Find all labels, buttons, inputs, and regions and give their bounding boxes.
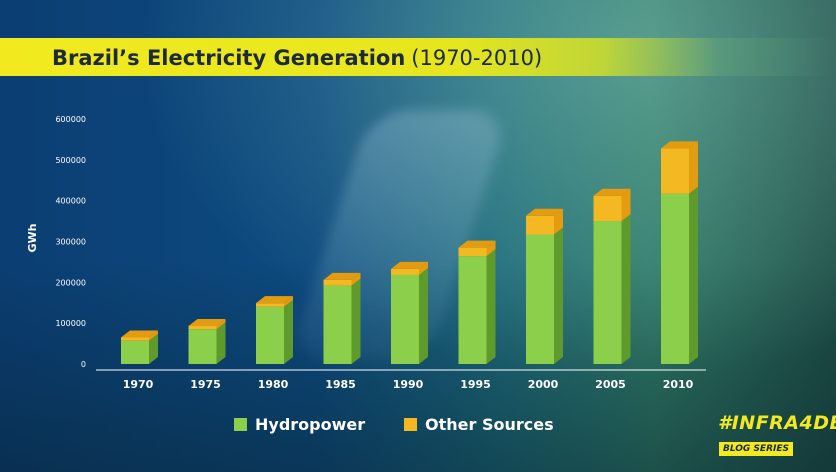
bar-hydropower: [391, 274, 419, 364]
bar-hydropower: [661, 193, 689, 364]
title-band: [0, 38, 836, 76]
bar-top-face: [323, 272, 361, 280]
legend-swatch-other-sources: [404, 418, 417, 431]
y-tick-label: 400000: [55, 197, 86, 206]
y-tick-label: 100000: [55, 319, 86, 328]
bar-other-sources-side: [216, 319, 226, 330]
x-tick-label: 1970: [123, 378, 154, 391]
bar-other-sources: [188, 326, 217, 330]
y-tick-label: 200000: [55, 278, 86, 287]
bar-other-sources-side: [554, 208, 563, 235]
bar-other-sources-side: [486, 240, 496, 257]
bar-top-face: [391, 261, 428, 269]
bar-other-sources-side: [351, 272, 361, 286]
legend-label-hydropower: Hydropower: [255, 415, 366, 434]
bar-hydropower: [121, 340, 149, 364]
bar-stack-1985: [323, 272, 361, 364]
bar-stack-1990: [391, 261, 428, 364]
bar-other-sources: [526, 215, 554, 235]
bar-hydropower-side: [149, 333, 158, 364]
y-tick-label: 0: [81, 360, 86, 369]
y-axis-ticks: 0 100000 200000 300000 400000 500000 600000: [55, 115, 86, 369]
bar-stack-1980: [256, 296, 293, 364]
y-tick-label: 600000: [55, 115, 86, 124]
legend-item-other-sources: Other Sources: [404, 415, 554, 434]
bar-stack-2000: [526, 208, 563, 364]
legend-label-other-sources: Other Sources: [425, 415, 554, 434]
bar-hydropower: [458, 256, 487, 364]
bar-hydropower-side: [621, 214, 631, 364]
x-tick-label: 1975: [190, 378, 221, 391]
bar-other-sources-side: [621, 188, 631, 222]
bar-other-sources-side: [419, 261, 428, 275]
bar-hydropower: [526, 234, 554, 364]
bar-stack-2005: [593, 188, 631, 364]
bar-other-sources: [661, 148, 689, 194]
legend-item-hydropower: Hydropower: [234, 415, 365, 434]
bar-hydropower-side: [554, 227, 563, 364]
x-tick-label: 1990: [393, 378, 424, 391]
x-tick-label: 2000: [528, 378, 559, 391]
x-tick-label: 1985: [325, 378, 356, 391]
x-axis-ticks: 1970 1975 1980 1985 1990 1995 2000 2005 2010: [123, 378, 694, 391]
bar-hydropower-side: [419, 267, 428, 364]
x-tick-label: 1995: [460, 378, 491, 391]
bar-other-sources: [458, 247, 487, 257]
bar-hydropower-side: [284, 299, 293, 364]
bar-hydropower: [188, 329, 217, 364]
bar-other-sources-side: [284, 296, 293, 307]
bars: [121, 141, 698, 364]
bar-stack-1995: [458, 240, 496, 364]
bar-top-face: [188, 319, 226, 327]
bar-other-sources: [391, 268, 419, 275]
bar-hydropower: [593, 221, 622, 364]
chart-title-main: Brazil’s Electricity Generation: [52, 46, 406, 70]
bar-other-sources: [121, 337, 149, 341]
x-tick-label: 1980: [258, 378, 289, 391]
y-tick-label: 500000: [55, 156, 86, 165]
y-tick-label: 300000: [55, 238, 86, 247]
bar-top-face: [458, 240, 496, 248]
x-tick-label: 2010: [663, 378, 694, 391]
legend-swatch-hydropower: [234, 418, 247, 431]
bar-hydropower-side: [351, 278, 361, 364]
bar-top-face: [661, 141, 698, 149]
bar-other-sources-side: [149, 330, 158, 341]
bar-hydropower-side: [216, 322, 226, 364]
bar-stack-1970: [121, 330, 158, 364]
bar-hydropower-side: [486, 249, 496, 364]
bar-other-sources: [256, 303, 284, 307]
bar-top-face: [526, 208, 563, 216]
bar-hydropower: [323, 285, 352, 364]
y-axis-label: GWh: [26, 224, 39, 253]
bar-top-face: [256, 296, 293, 304]
chart-title: Brazil’s Electricity Generation (1970-201…: [52, 44, 542, 72]
bar-stack-1975: [188, 319, 226, 364]
chart-title-subtitle: (1970-2010): [411, 46, 543, 70]
bar-other-sources: [323, 279, 352, 286]
bar-top-face: [593, 188, 631, 196]
brand-logo: #INFRA4DEV: [718, 412, 836, 434]
bar-stack-2010: [661, 141, 698, 364]
bar-hydropower-side: [689, 186, 698, 364]
bar-other-sources: [593, 195, 622, 222]
bar-top-face: [121, 330, 158, 338]
brand-tag: BLOG SERIES: [719, 442, 793, 456]
x-tick-label: 2005: [595, 378, 626, 391]
bar-hydropower: [256, 306, 284, 364]
bar-other-sources-side: [689, 141, 698, 194]
